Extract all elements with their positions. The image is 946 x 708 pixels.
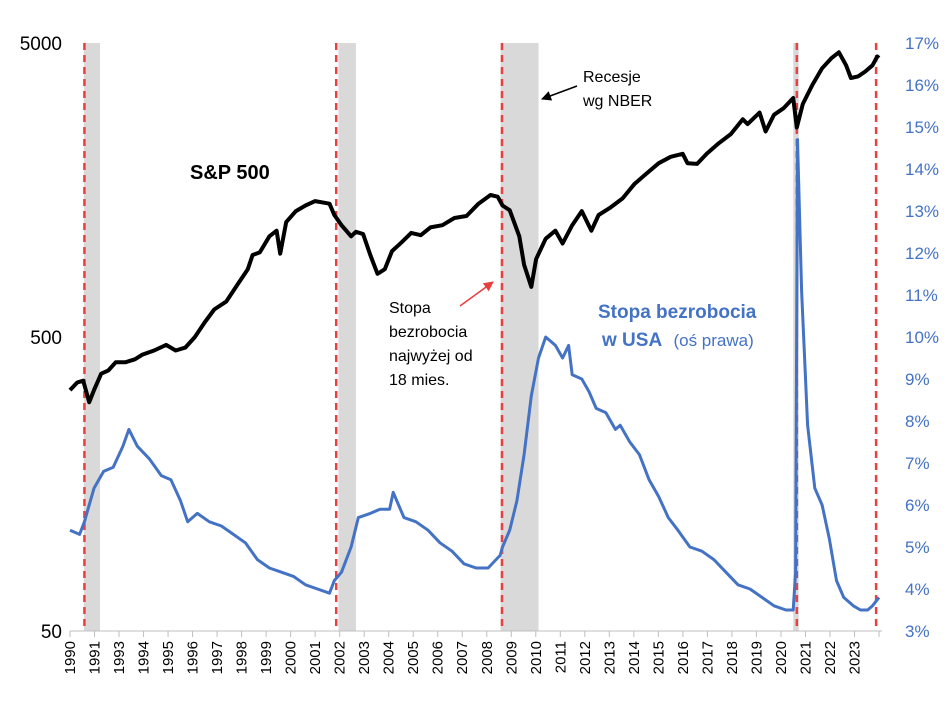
x-tick-label-23: 2014 bbox=[626, 641, 643, 674]
x-tick-label-25: 2016 bbox=[675, 641, 692, 674]
x-tick-label-11: 2002 bbox=[332, 641, 349, 674]
x-tick-label-8: 1999 bbox=[258, 641, 275, 674]
right-tick-label-8: 9% bbox=[905, 370, 930, 389]
right-tick-label-12: 5% bbox=[905, 538, 930, 557]
right-tick-label-0: 17% bbox=[905, 34, 939, 53]
left-tick-label-0: 5000 bbox=[20, 34, 62, 55]
right-tick-label-10: 7% bbox=[905, 454, 930, 473]
signal-label-line1: Stopa bbox=[389, 300, 431, 317]
x-tick-label-2: 1993 bbox=[111, 641, 128, 674]
x-tick-label-4: 1995 bbox=[160, 641, 177, 674]
x-tick-label-5: 1996 bbox=[185, 641, 202, 674]
x-tick-label-20: 2011 bbox=[552, 641, 569, 673]
x-tick-label-32: 2023 bbox=[846, 641, 863, 674]
right-tick-label-9: 8% bbox=[905, 412, 930, 431]
x-tick-label-27: 2018 bbox=[724, 641, 741, 674]
x-tick-label-31: 2022 bbox=[822, 641, 839, 674]
left-axis-ticks: 5000 500 50 bbox=[20, 34, 62, 643]
signal-label-line4: 18 mies. bbox=[389, 372, 449, 389]
signal-arrow bbox=[459, 281, 494, 307]
right-tick-label-3: 14% bbox=[905, 160, 939, 179]
x-axis-ticks: 1990 1991 1993 1994 1995 1996 1997 1998 1999 2000… bbox=[62, 631, 880, 674]
unemployment-label-line1: Stopa bezrobocia bbox=[598, 302, 757, 323]
right-tick-label-6: 11% bbox=[905, 286, 938, 305]
right-tick-label-2: 15% bbox=[905, 118, 939, 137]
x-tick-label-1: 1991 bbox=[87, 641, 104, 674]
right-tick-label-11: 6% bbox=[905, 496, 930, 515]
x-tick-label-6: 1997 bbox=[209, 641, 226, 674]
x-tick-label-15: 2006 bbox=[430, 641, 447, 674]
x-tick-label-14: 2005 bbox=[405, 641, 422, 674]
unemployment-label-axis-note: (oś prawa) bbox=[673, 331, 753, 350]
right-tick-label-4: 13% bbox=[905, 202, 939, 221]
recession-band-1 bbox=[338, 43, 356, 631]
x-tick-label-22: 2013 bbox=[601, 641, 618, 674]
signal-lines bbox=[83, 43, 878, 631]
recession-arrow bbox=[541, 85, 578, 101]
left-tick-label-2: 50 bbox=[41, 622, 62, 643]
x-tick-label-13: 2004 bbox=[381, 641, 398, 674]
x-tick-label-12: 2003 bbox=[356, 641, 373, 674]
x-tick-label-29: 2020 bbox=[773, 641, 790, 674]
x-tick-label-17: 2008 bbox=[479, 641, 496, 674]
x-tick-label-19: 2010 bbox=[528, 641, 545, 674]
recession-label-line2: wg NBER bbox=[582, 93, 652, 110]
signal-label-line2: bezrobocia bbox=[389, 324, 467, 341]
x-tick-label-24: 2015 bbox=[650, 641, 667, 674]
x-tick-label-30: 2021 bbox=[797, 641, 814, 674]
unemployment-label-bold: w USA bbox=[601, 330, 662, 351]
x-tick-label-10: 2001 bbox=[307, 641, 324, 674]
right-tick-label-13: 4% bbox=[905, 580, 930, 599]
sp500-label: S&P 500 bbox=[190, 162, 270, 184]
x-tick-label-18: 2009 bbox=[503, 641, 520, 674]
right-tick-label-14: 3% bbox=[905, 622, 930, 641]
right-tick-label-7: 10% bbox=[905, 328, 939, 347]
right-tick-label-1: 16% bbox=[905, 76, 939, 95]
sp500-line bbox=[68, 50, 881, 405]
recession-label-line1: Recesje bbox=[583, 69, 641, 86]
x-tick-label-7: 1998 bbox=[234, 641, 251, 674]
x-tick-label-3: 1994 bbox=[136, 641, 153, 674]
x-tick-label-16: 2007 bbox=[454, 641, 471, 674]
unemployment-label-line2: w USA (oś prawa) bbox=[601, 330, 754, 351]
x-tick-label-9: 2000 bbox=[283, 641, 300, 674]
x-tick-label-26: 2017 bbox=[699, 641, 716, 674]
x-tick-label-0: 1990 bbox=[62, 641, 79, 674]
x-tick-label-21: 2012 bbox=[577, 641, 594, 674]
signal-label-line3: najwyżej od bbox=[389, 348, 473, 365]
unemployment-line bbox=[69, 138, 881, 612]
recession-band-2 bbox=[500, 43, 539, 631]
right-tick-label-5: 12% bbox=[905, 244, 939, 263]
left-tick-label-1: 500 bbox=[30, 328, 62, 349]
x-tick-label-28: 2019 bbox=[748, 641, 765, 674]
recession-band-0 bbox=[83, 43, 101, 631]
right-axis-ticks: 17% 16% 15% 14% 13% 12% 11% 10% 9% 8% 7% 6% 5% 4% 3% bbox=[905, 34, 939, 641]
